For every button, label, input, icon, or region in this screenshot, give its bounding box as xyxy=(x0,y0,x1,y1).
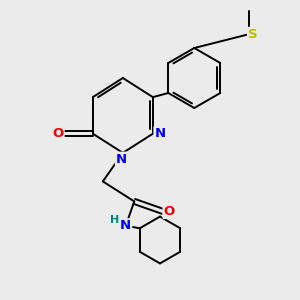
Text: H: H xyxy=(110,215,119,225)
Text: O: O xyxy=(52,127,64,140)
Text: N: N xyxy=(116,153,127,166)
Text: O: O xyxy=(164,205,175,218)
Text: N: N xyxy=(120,219,131,232)
Text: N: N xyxy=(154,127,166,140)
Text: S: S xyxy=(248,28,258,41)
